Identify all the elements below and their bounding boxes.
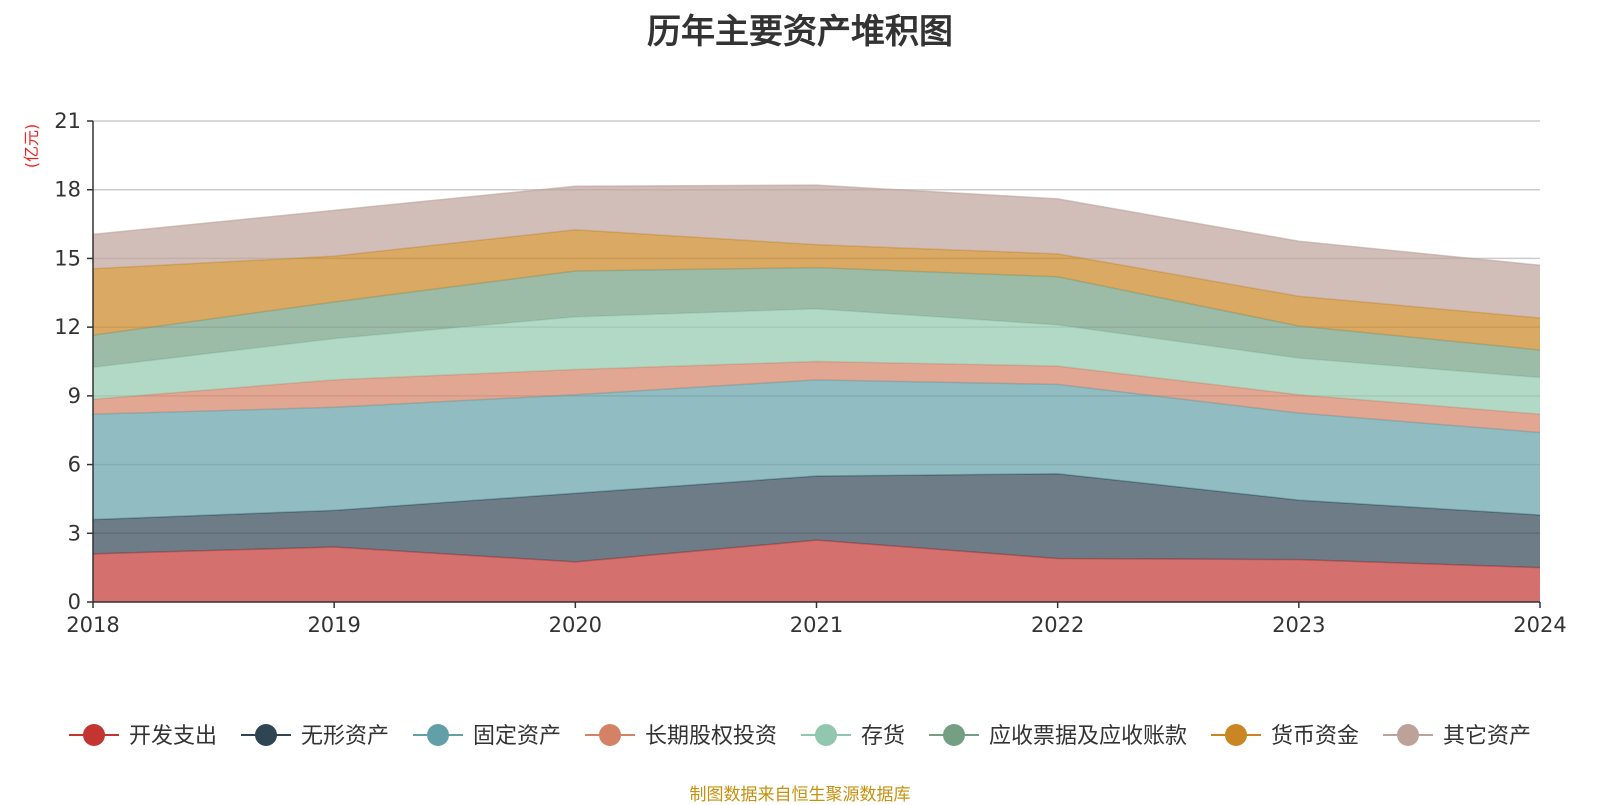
area-series-2 xyxy=(93,473,1540,568)
legend-item-2[interactable]: 无形资产 xyxy=(241,724,389,749)
legend-marker xyxy=(599,724,621,746)
x-tick-label: 2018 xyxy=(66,613,119,637)
legend-label: 其它资产 xyxy=(1443,724,1531,749)
area-series-8 xyxy=(93,185,1540,318)
y-tick-label: 18 xyxy=(54,178,81,202)
legend-marker xyxy=(255,724,277,746)
area-series-6 xyxy=(93,267,1540,378)
legend-label: 应收票据及应收账款 xyxy=(989,724,1187,749)
legend-label: 长期股权投资 xyxy=(645,724,777,749)
series-line-3 xyxy=(92,379,1541,434)
x-tick-label: 2023 xyxy=(1272,613,1325,637)
legend-item-1[interactable]: 开发支出 xyxy=(69,724,217,749)
y-unit-label: (亿元) xyxy=(22,124,41,169)
area-series-4 xyxy=(93,361,1540,433)
legend-label: 无形资产 xyxy=(301,724,389,749)
legend-item-6[interactable]: 应收票据及应收账款 xyxy=(929,724,1187,749)
legend-item-7[interactable]: 货币资金 xyxy=(1211,724,1359,749)
area-series-5 xyxy=(93,308,1540,415)
legend-marker xyxy=(83,724,105,746)
legend-label: 固定资产 xyxy=(473,724,561,749)
source-note: 制图数据来自恒生聚源数据库 xyxy=(689,785,911,805)
chart-title: 历年主要资产堆积图 xyxy=(647,12,953,52)
legend-marker xyxy=(943,724,965,746)
area-series-1 xyxy=(93,540,1540,602)
x-tick-label: 2020 xyxy=(549,613,602,637)
series-line-8 xyxy=(92,184,1541,267)
x-tick-label: 2021 xyxy=(790,613,843,637)
x-tick-label: 2024 xyxy=(1513,613,1566,637)
legend-label: 存货 xyxy=(861,724,905,749)
x-tick-label: 2022 xyxy=(1031,613,1084,637)
y-tick-label: 3 xyxy=(68,521,81,545)
legend-marker xyxy=(1397,724,1419,746)
y-tick-label: 21 xyxy=(54,109,81,133)
y-tick-label: 12 xyxy=(54,315,81,339)
area-series xyxy=(92,184,1541,602)
legend-label: 货币资金 xyxy=(1271,724,1359,749)
legend-item-3[interactable]: 固定资产 xyxy=(413,724,561,749)
legend-marker xyxy=(427,724,449,746)
axes: 0 3 6 9 12 15 18 21 2018 2019 2020 2021 2022 2023 2024… xyxy=(22,109,1567,637)
area-series-7 xyxy=(93,229,1540,351)
legend-item-5[interactable]: 存货 xyxy=(801,724,905,749)
y-tick-label: 0 xyxy=(68,590,81,614)
legend[interactable]: 开发支出 无形资产 固定资产 长期股权投资 存货 应收票据及应收账款 货币资金 其它资产 xyxy=(69,724,1531,749)
series-line-2 xyxy=(92,472,1541,521)
legend-item-4[interactable]: 长期股权投资 xyxy=(585,724,777,749)
legend-label: 开发支出 xyxy=(129,724,217,749)
y-tick-label: 15 xyxy=(54,246,81,270)
y-tick-label: 9 xyxy=(68,384,81,408)
legend-item-8[interactable]: 其它资产 xyxy=(1383,724,1531,749)
legend-marker xyxy=(1225,724,1247,746)
legend-marker xyxy=(815,724,837,746)
y-tick-label: 6 xyxy=(68,453,81,477)
area-series-3 xyxy=(93,379,1540,520)
x-tick-label: 2019 xyxy=(307,613,360,637)
